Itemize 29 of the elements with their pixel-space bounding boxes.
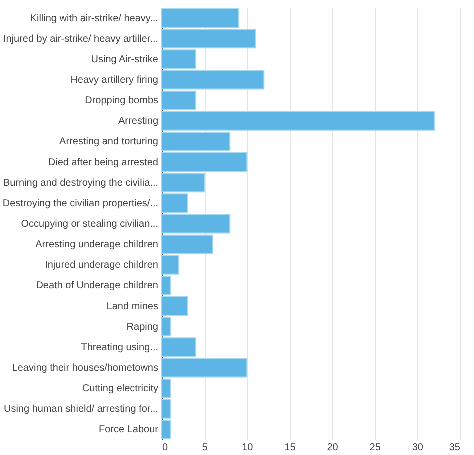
y-tick-label: Death of Underage children [36,280,158,292]
x-tick-label: 35 [449,442,461,454]
y-tick-label: Arresting and torturing [60,136,158,148]
y-tick-label: Occupying or stealing civilian... [21,219,158,230]
y-tick-label: Burning and destroying the civilia... [3,178,158,189]
y-tick-label: Leaving their houses/hometowns [12,363,158,374]
y-tick-label: Threating using... [81,342,158,354]
x-tick-label: 15 [284,442,296,454]
y-tick-label: Cutting electricity [82,384,158,395]
y-tick-label: Raping [126,322,158,333]
y-tick-label: Using Air-strike [91,54,159,66]
y-tick-label: Died after being arrested [48,157,158,168]
y-tick-label: Destroying the civilian properties/... [2,198,158,210]
x-tick-label: 10 [242,442,254,454]
x-tick-label: 20 [327,442,339,454]
x-tick-label: 0 [162,442,168,454]
y-tick-label: Land mines [106,301,158,312]
y-tick-label: Injured underage children [45,260,158,272]
y-tick-label: Force Labour [99,424,160,436]
y-tick-label: Heavy artillery firing [70,75,158,86]
y-tick-label: Using human shield/ arresting for... [4,404,158,416]
y-tick-label: Arresting underage children [36,240,158,251]
x-tick-label: 30 [412,442,424,454]
x-tick-label: 5 [202,442,208,454]
y-tick-label: Killing with air-strike/ heavy... [30,13,158,24]
y-tick-label: Arresting [118,116,158,128]
x-tick-label: 25 [370,442,382,454]
y-tick-label: Dropping bombs [85,96,158,107]
y-tick-label: Injured by air-strike/ heavy artiller... [3,34,158,45]
